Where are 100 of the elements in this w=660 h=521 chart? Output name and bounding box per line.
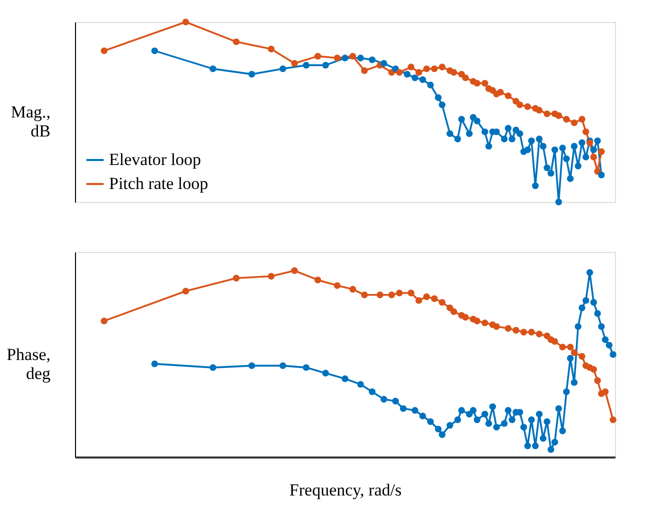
point	[582, 128, 590, 136]
point	[485, 420, 492, 427]
point	[493, 323, 500, 330]
point	[279, 362, 286, 370]
point	[570, 379, 578, 386]
point	[392, 398, 399, 404]
point	[493, 424, 500, 431]
point	[594, 310, 601, 317]
point	[357, 54, 364, 62]
point	[438, 298, 446, 306]
point	[474, 416, 480, 424]
point	[458, 407, 465, 414]
point	[566, 175, 574, 182]
point	[536, 136, 543, 142]
x-axis-title: Frequency, rad/s	[289, 480, 402, 500]
point	[268, 46, 275, 52]
point	[482, 410, 488, 418]
point	[376, 292, 384, 298]
point	[404, 70, 411, 78]
point	[482, 319, 488, 326]
point	[210, 65, 216, 72]
point	[528, 137, 535, 144]
point	[582, 154, 590, 160]
point	[594, 377, 601, 384]
point	[349, 286, 356, 293]
point	[566, 354, 574, 362]
point	[210, 364, 216, 371]
point	[314, 276, 322, 284]
point	[482, 80, 488, 87]
point	[559, 144, 566, 152]
point	[578, 116, 586, 123]
point	[551, 338, 558, 345]
point	[446, 422, 454, 429]
point	[598, 148, 605, 155]
y-axis-title: Phase, deg	[6, 345, 51, 383]
point	[563, 388, 570, 396]
point	[540, 142, 546, 150]
point	[431, 65, 438, 72]
point	[559, 344, 566, 350]
point	[400, 405, 407, 412]
point	[419, 76, 426, 83]
point	[544, 164, 550, 172]
point	[466, 130, 473, 137]
point	[590, 298, 597, 306]
point	[559, 428, 566, 434]
point	[578, 353, 586, 360]
point	[606, 342, 613, 349]
point	[570, 119, 578, 126]
point	[388, 292, 395, 298]
point	[302, 364, 310, 371]
point	[368, 56, 376, 64]
point	[536, 106, 543, 114]
point	[314, 52, 322, 60]
point	[570, 142, 578, 150]
point	[598, 172, 605, 178]
point	[408, 290, 414, 296]
point	[474, 318, 480, 324]
point	[516, 101, 524, 108]
point	[512, 326, 520, 334]
point	[361, 67, 368, 74]
point	[548, 170, 554, 177]
y-axis-title: Mag., dB	[10, 102, 50, 140]
point	[322, 370, 329, 376]
legend-label: Elevator loop	[109, 150, 202, 169]
point	[524, 103, 531, 110]
point	[342, 54, 348, 62]
point	[151, 47, 158, 54]
point	[574, 162, 582, 170]
point	[548, 446, 554, 453]
point	[508, 136, 516, 142]
point	[590, 366, 597, 373]
point	[462, 74, 469, 82]
point	[524, 146, 531, 154]
point	[610, 416, 616, 424]
point	[528, 416, 535, 424]
point	[322, 62, 329, 69]
point	[438, 431, 446, 438]
point	[500, 420, 508, 427]
point	[458, 116, 465, 123]
point	[586, 269, 594, 276]
point	[431, 295, 438, 302]
point	[590, 146, 597, 154]
point	[232, 38, 240, 46]
point	[434, 94, 442, 101]
point	[291, 60, 298, 67]
point	[555, 198, 562, 206]
point	[151, 360, 158, 368]
point	[412, 407, 418, 414]
point	[423, 65, 430, 72]
point	[334, 282, 341, 289]
point	[462, 314, 469, 321]
point	[302, 62, 310, 69]
point	[566, 344, 574, 350]
point	[279, 65, 286, 72]
point	[232, 274, 240, 282]
point	[544, 110, 550, 118]
point	[504, 407, 512, 414]
point	[342, 375, 348, 382]
point	[349, 52, 356, 60]
point	[536, 410, 543, 418]
